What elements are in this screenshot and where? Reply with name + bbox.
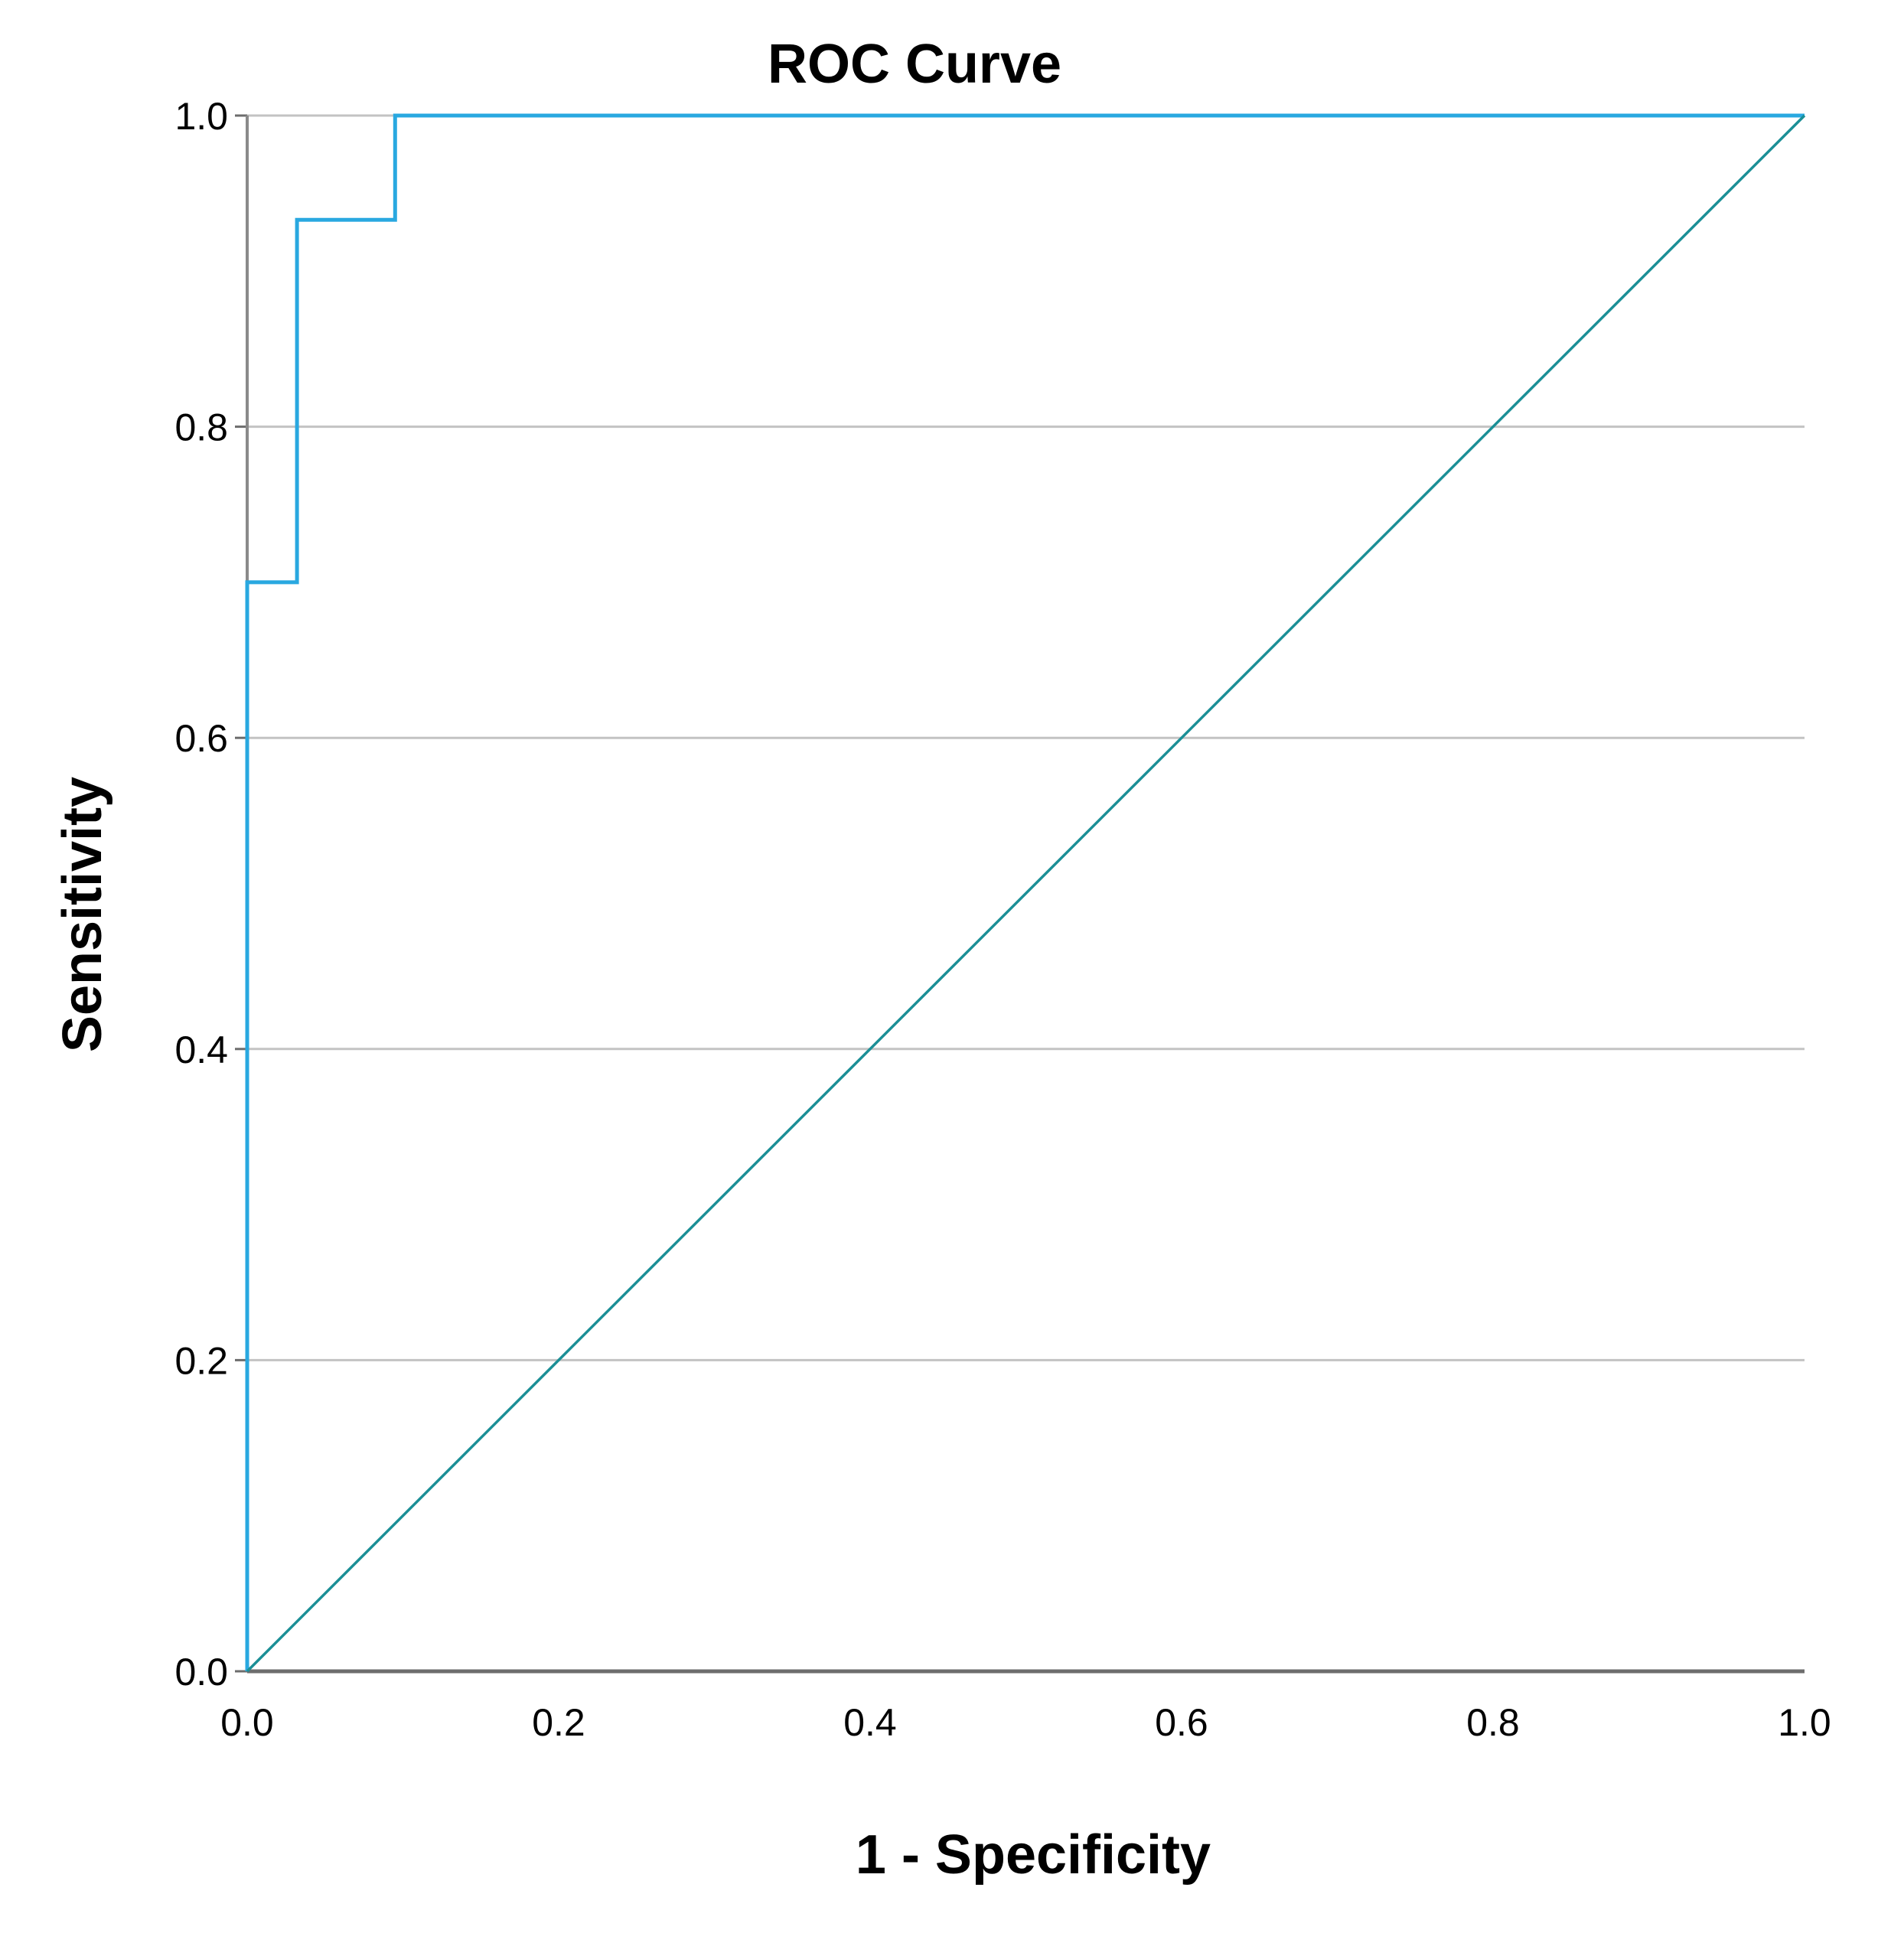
y-tick-label: 0.0 <box>174 1651 228 1693</box>
x-tick-label: 0.2 <box>532 1701 585 1744</box>
x-axis-label: 1 - Specificity <box>856 1824 1211 1886</box>
x-tick-label: 0.4 <box>843 1701 897 1744</box>
y-tick-label: 0.8 <box>174 406 228 449</box>
x-tick-label: 0.8 <box>1466 1701 1520 1744</box>
x-tick-label: 1.0 <box>1778 1701 1831 1744</box>
y-axis-label: Sensitivity <box>52 777 113 1052</box>
y-tick-label: 0.6 <box>174 717 228 760</box>
x-tick-label: 0.6 <box>1155 1701 1208 1744</box>
series-layer <box>245 113 1806 1673</box>
x-tick-label: 0.0 <box>220 1701 274 1744</box>
y-tick-labels: 0.0 0.2 0.4 0.6 0.8 1.0 <box>174 95 228 1693</box>
y-tick-label: 0.4 <box>174 1028 228 1071</box>
reference-diagonal-line <box>246 114 1806 1673</box>
y-tick-label: 1.0 <box>174 95 228 138</box>
roc-curve-line <box>245 113 1805 1671</box>
chart-title: ROC Curve <box>768 34 1061 95</box>
x-tick-labels: 0.0 0.2 0.4 0.6 0.8 1.0 <box>220 1701 1831 1744</box>
y-tick-label: 0.2 <box>174 1339 228 1382</box>
gridlines <box>247 114 1805 1361</box>
